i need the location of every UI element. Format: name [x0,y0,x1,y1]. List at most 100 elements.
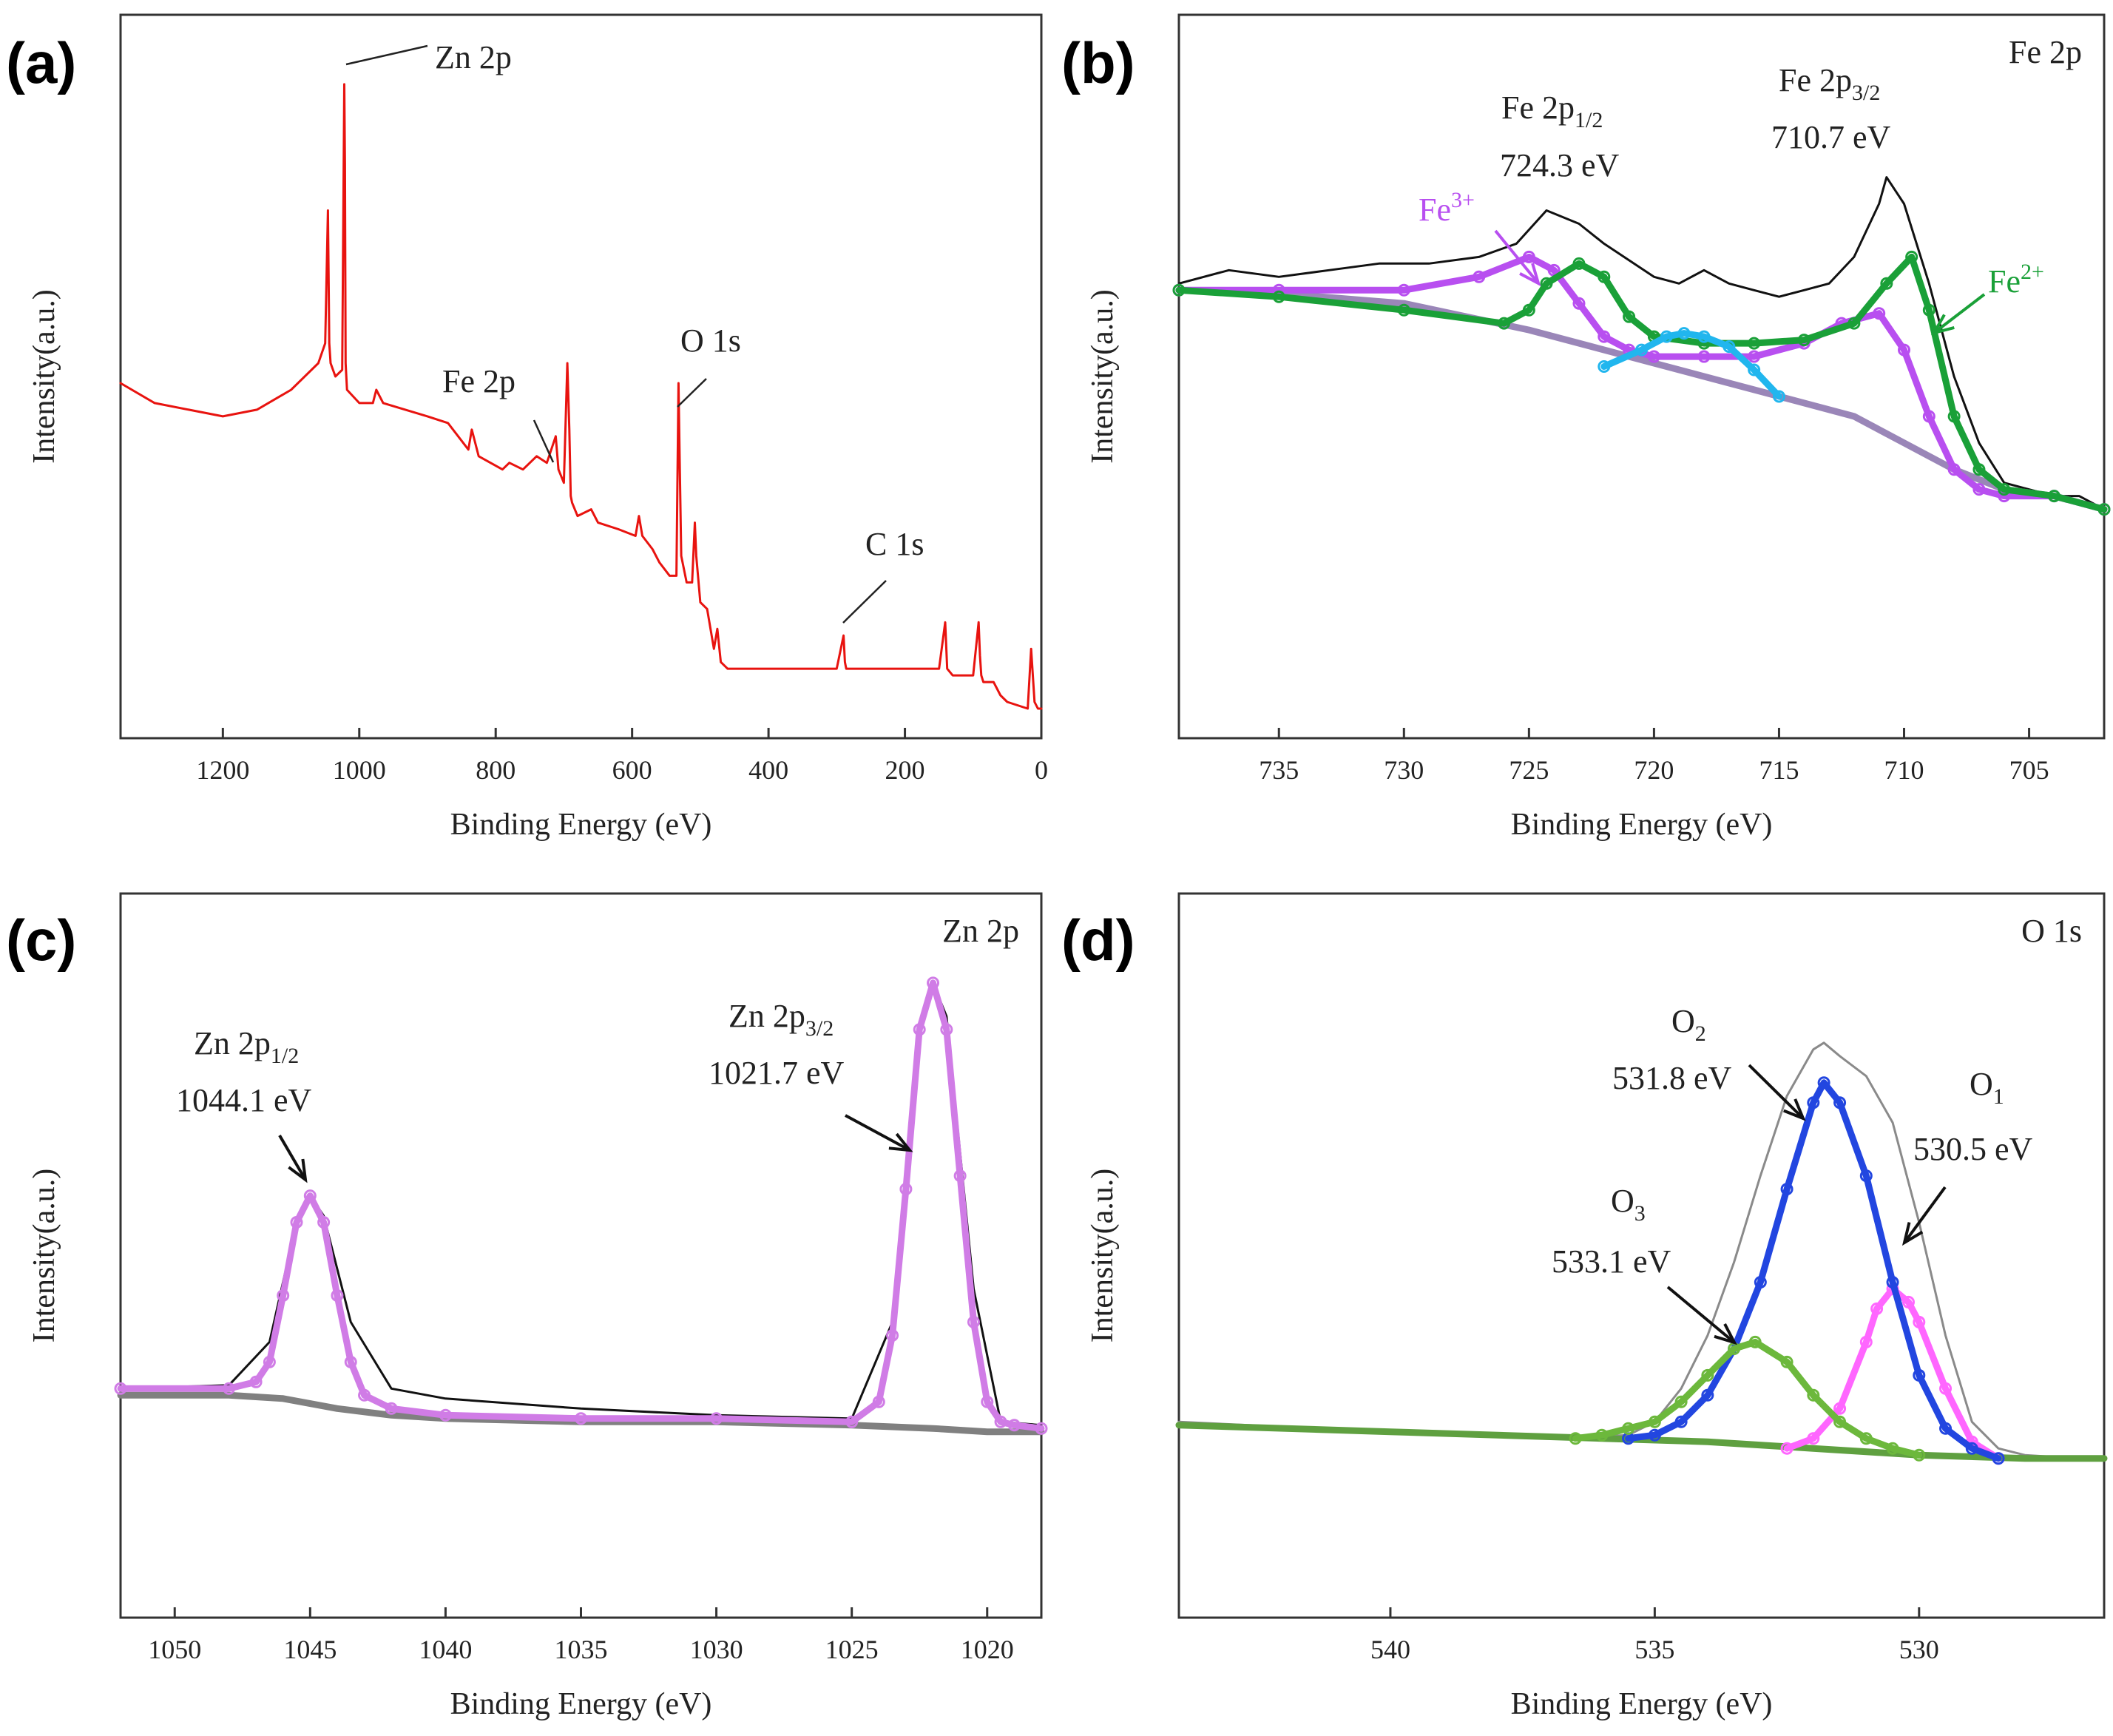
data-point-O1 [1913,1315,1926,1328]
arrow-head [1519,263,1541,286]
annotation-label: Fe2+ [1988,260,2044,300]
annotation-leader [533,419,555,463]
x-axis-title: Binding Energy (eV) [450,808,712,842]
panel-a: (a) 1200 1000 800 600 400 200 0 Binding Energy (… [6,13,1048,842]
data-point-fit [317,1216,331,1229]
data-point-O2 [1965,1442,1978,1455]
data-point-O2 [1817,1076,1830,1090]
x-tick-label: 1035 [555,1635,608,1664]
x-tick-label: 1045 [283,1635,337,1664]
annotation-leader [345,44,428,66]
x-tick-label: 715 [1759,755,1799,785]
data-point-fit [439,1408,452,1422]
data-point-fit [940,1023,953,1036]
data-point-fit [899,1183,913,1196]
data-point-fit [114,1382,127,1395]
data-point-O2 [1701,1388,1714,1402]
data-point-Fe2+ [1748,337,1761,350]
data-point-Fe2+ [1972,463,1986,476]
data-point-fit [222,1382,235,1395]
annotation-arrow [278,1134,307,1181]
data-point-O1 [1780,1442,1793,1455]
data-point-O3 [1595,1428,1609,1442]
data-point-O2 [1833,1096,1847,1110]
annotation-arrow [845,1114,910,1152]
data-point-Fe3+ [1572,297,1586,310]
x-tick-label: 1025 [825,1635,879,1664]
data-point-fit [981,1395,994,1408]
data-point-O3 [1674,1395,1688,1408]
data-point-satellite [1677,327,1691,340]
x-tick-label: 730 [1384,755,1424,785]
x-tick-label: 1040 [419,1635,472,1664]
data-point-fit [290,1216,303,1229]
data-point-Fe2+ [1498,317,1511,330]
data-point-Fe2+ [1947,410,1961,423]
data-point-Fe2+ [1905,250,1918,263]
series-survey [119,83,1043,710]
data-point-O2 [1939,1422,1953,1435]
data-point-fit [1035,1422,1048,1435]
data-point-Fe3+ [1898,343,1911,357]
data-point-fit [331,1289,344,1302]
data-point-Fe3+ [1947,463,1961,476]
data-point-Fe3+ [1972,483,1986,496]
annotation-arrow [1666,1286,1736,1344]
data-point-Fe3+ [1473,270,1486,283]
data-point-O2 [1992,1452,2005,1465]
annotation-label: 1021.7 eV [709,1055,845,1091]
data-point-Fe2+ [1847,317,1861,330]
panel-label: (a) [6,30,76,95]
data-point-Fe3+ [1922,410,1935,423]
data-point-fit [303,1189,317,1203]
annotation-label: 530.5 eV [1913,1131,2033,1167]
data-point-O1 [1939,1382,1953,1395]
annotation-arrow [1903,1186,1947,1244]
arrow-head [288,1158,308,1183]
data-point-fit [277,1289,290,1302]
annotation-label: Zn 2p1/2 [194,1025,299,1068]
annotation-label: Zn 2p3/2 [728,998,834,1041]
x-tick-label: 535 [1634,1635,1674,1664]
data-point-satellite [1722,340,1736,354]
title-box [1978,16,2103,78]
series-O2 [1625,1079,2002,1462]
data-point-fit [358,1388,371,1402]
panel-title: Zn 2p [942,913,1019,949]
x-axis-title: Binding Energy (eV) [1511,808,1773,842]
data-point-O3 [1833,1415,1847,1428]
annotation-label: Zn 2p [435,39,512,75]
data-point-fit [344,1355,357,1368]
data-point-O3 [1807,1388,1820,1402]
annotation-label: C 1s [865,526,924,562]
x-tick-label: 530 [1899,1635,1939,1664]
data-point-Fe2+ [1922,303,1935,317]
data-point-fit [886,1328,899,1342]
plot-frame [119,13,1043,740]
data-point-Fe2+ [1598,270,1611,283]
x-tick-label: 735 [1259,755,1299,785]
data-point-O2 [1807,1096,1820,1110]
data-point-Fe2+ [1272,290,1285,303]
annotation-label: Fe 2p [442,363,515,399]
annotation-label: 724.3 eV [1500,147,1620,183]
data-point-Fe2+ [1540,277,1553,290]
data-point-Fe3+ [1697,350,1711,363]
x-tick-label: 200 [885,755,925,785]
data-point-Fe3+ [1522,250,1535,263]
data-point-Fe2+ [1522,303,1535,317]
annotation-leader [842,580,887,624]
data-point-O2 [1674,1415,1688,1428]
series-raw [1177,176,2106,511]
data-point-satellite [1598,360,1611,374]
x-tick-label: 720 [1634,755,1674,785]
data-point-fit [994,1415,1007,1428]
x-tick-label: 400 [748,755,788,785]
data-point-O3 [1913,1448,1926,1462]
series-O1 [1783,1286,2002,1462]
data-point-O3 [1622,1422,1635,1435]
data-point-O1 [1902,1295,1916,1308]
data-point-Fe2+ [1623,310,1636,323]
x-tick-label: 540 [1370,1635,1410,1664]
arrow-head [1930,314,1955,336]
